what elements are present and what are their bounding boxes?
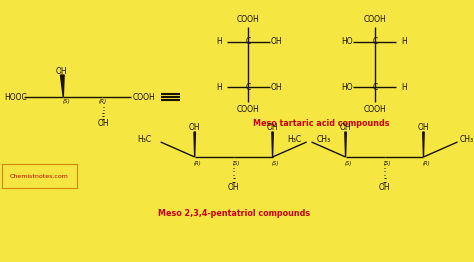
Text: COOH: COOH: [133, 92, 155, 101]
Text: OH: OH: [418, 123, 429, 132]
Text: OH: OH: [340, 123, 351, 132]
Text: Meso 2,3,4-pentatriol compounds: Meso 2,3,4-pentatriol compounds: [157, 210, 310, 219]
Text: (S): (S): [62, 100, 70, 105]
Text: COOH: COOH: [364, 105, 386, 113]
Text: OH: OH: [97, 118, 109, 128]
Text: CH₃: CH₃: [316, 134, 330, 144]
Text: H: H: [401, 83, 407, 91]
Text: H₃C: H₃C: [288, 134, 302, 144]
Text: (R): (R): [98, 100, 106, 105]
Text: H: H: [216, 37, 222, 46]
Text: COOH: COOH: [364, 15, 386, 25]
Polygon shape: [194, 132, 195, 157]
Text: Chemistnotes.com: Chemistnotes.com: [10, 173, 69, 178]
Text: HOOC: HOOC: [4, 92, 27, 101]
Text: (S): (S): [272, 161, 279, 166]
Text: C: C: [246, 83, 251, 91]
Text: C: C: [372, 83, 377, 91]
Text: CH₃: CH₃: [459, 134, 474, 144]
Text: (R): (R): [194, 161, 201, 166]
Text: COOH: COOH: [237, 105, 260, 113]
Text: H: H: [401, 37, 407, 46]
Polygon shape: [272, 132, 273, 157]
Text: HO: HO: [341, 37, 352, 46]
Text: OH: OH: [271, 37, 282, 46]
Text: OH: OH: [271, 83, 282, 91]
Text: Meso tartaric acid compounds: Meso tartaric acid compounds: [253, 119, 390, 128]
Text: OH: OH: [189, 123, 201, 132]
Text: (S): (S): [345, 161, 352, 166]
Text: OH: OH: [56, 67, 68, 75]
Text: H₃C: H₃C: [137, 134, 151, 144]
Text: HO: HO: [341, 83, 352, 91]
Text: (S): (S): [384, 161, 391, 166]
Text: C: C: [246, 37, 251, 46]
Text: COOH: COOH: [237, 15, 260, 25]
Text: OH: OH: [228, 183, 239, 192]
FancyBboxPatch shape: [2, 164, 77, 188]
Polygon shape: [423, 132, 424, 157]
Text: OH: OH: [267, 123, 278, 132]
Polygon shape: [61, 75, 64, 97]
Polygon shape: [345, 132, 346, 157]
Text: C: C: [372, 37, 377, 46]
Text: (S): (S): [233, 161, 240, 166]
Text: H: H: [216, 83, 222, 91]
Text: (R): (R): [422, 161, 430, 166]
Text: OH: OH: [379, 183, 390, 192]
